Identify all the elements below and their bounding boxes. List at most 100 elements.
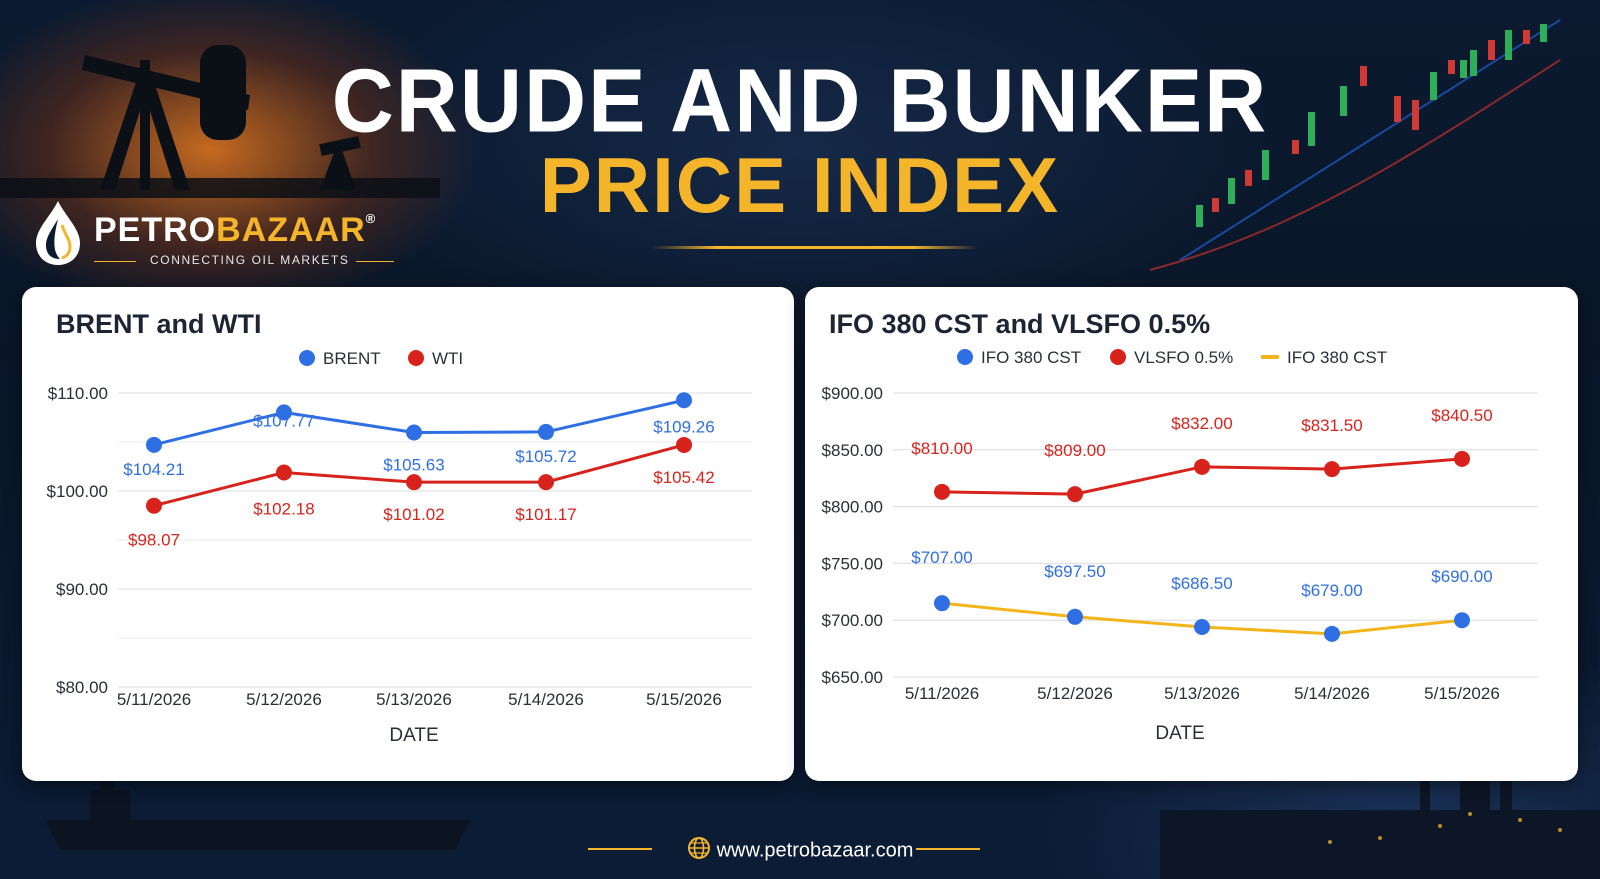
data-point	[1454, 450, 1470, 467]
x-tick-label: 5/11/2026	[905, 684, 979, 703]
registered-mark: ®	[365, 211, 377, 226]
legend-label: VLSFO 0.5%	[1134, 348, 1233, 367]
legend-label: WTI	[432, 349, 463, 368]
tagline-rule-right	[356, 261, 394, 262]
legend-swatch	[299, 350, 315, 366]
y-tick-label: $650.00	[822, 668, 883, 687]
x-tick-label: 5/14/2026	[1294, 684, 1370, 703]
data-label: $107.77	[253, 411, 314, 430]
data-label: $810.00	[911, 439, 972, 458]
y-tick-label: $850.00	[822, 441, 883, 460]
x-tick-label: 5/12/2026	[246, 690, 322, 709]
brent-wti-chart: $80.00 $90.00 $100.00 $110.00 5/11/2026 5/12/…	[47, 349, 752, 746]
legend-label: IFO 380 CST	[981, 348, 1081, 367]
data-point	[1324, 625, 1340, 642]
legend-swatch	[957, 349, 973, 365]
footer-rule-right	[916, 848, 980, 850]
legend-label: IFO 380 CST	[1287, 348, 1387, 367]
y-tick-label: $800.00	[822, 498, 883, 517]
data-label: $104.21	[123, 460, 184, 479]
brand-name: PETROBAZAAR®	[94, 211, 376, 250]
data-point	[934, 483, 950, 500]
data-point	[276, 404, 292, 421]
x-tick-label: 5/11/2026	[117, 690, 191, 709]
data-point	[1454, 612, 1470, 629]
data-point	[676, 392, 692, 409]
legend-swatch	[1110, 349, 1126, 365]
chart-title: IFO 380 CST and VLSFO 0.5%	[829, 309, 1211, 339]
tagline-rule-left	[94, 261, 136, 262]
brand-name-bazaar: BAZAAR	[216, 211, 366, 249]
data-label: $831.50	[1301, 416, 1362, 435]
data-label: $686.50	[1171, 574, 1232, 593]
data-point	[276, 464, 292, 481]
y-tick-label: $90.00	[56, 580, 108, 599]
data-label: $101.02	[383, 505, 444, 524]
legend-label: BRENT	[323, 349, 381, 368]
y-tick-label: $750.00	[822, 554, 883, 573]
candlestick-decoration	[1149, 19, 1561, 271]
tanker-ship-illustration	[45, 772, 470, 850]
y-tick-label: $110.00	[48, 384, 108, 403]
x-axis-label: DATE	[1155, 723, 1204, 744]
data-point	[1324, 461, 1340, 478]
brand-tagline: CONNECTING OIL MARKETS	[150, 253, 350, 267]
data-label: $809.00	[1044, 441, 1105, 460]
y-tick-label: $700.00	[822, 611, 883, 630]
data-label: $832.00	[1171, 414, 1232, 433]
data-label: $105.42	[653, 468, 714, 487]
bunker-chart: $650.00 $700.00 $750.00 $800.00 $850.00 $900.…	[822, 348, 1538, 744]
brand-name-petro: PETRO	[94, 211, 217, 249]
data-point	[538, 423, 554, 440]
x-axis-label: DATE	[389, 725, 438, 746]
data-label: $101.17	[515, 505, 576, 524]
x-tick-label: 5/14/2026	[508, 690, 584, 709]
oil-drop-icon	[36, 201, 80, 265]
data-point	[1067, 486, 1083, 503]
brent-wti-chart-card: BRENT and WTI $80.00 $90.00 $100.00 $110.00…	[22, 287, 794, 781]
data-label: $105.63	[383, 455, 444, 474]
series-line	[153, 443, 685, 508]
data-label: $105.72	[515, 447, 576, 466]
title-underline	[652, 246, 978, 249]
bunker-chart-card: IFO 380 CST and VLSFO 0.5% $650.00 $700.0…	[805, 287, 1578, 781]
x-tick-label: 5/13/2026	[1164, 684, 1240, 703]
data-point	[406, 424, 422, 441]
y-tick-label: $80.00	[56, 678, 108, 697]
x-tick-label: 5/12/2026	[1037, 684, 1113, 703]
petrobazaar-logo: PETROBAZAAR® CONNECTING OIL MARKETS	[30, 197, 450, 277]
data-label: $679.00	[1301, 581, 1362, 600]
data-point	[146, 436, 162, 453]
x-tick-label: 5/15/2026	[646, 690, 722, 709]
data-point	[934, 595, 950, 612]
page-title: CRUDE AND BUNKER	[331, 50, 1269, 152]
globe-icon	[687, 836, 711, 866]
data-label: $697.50	[1044, 562, 1105, 581]
chart-title: BRENT and WTI	[56, 309, 262, 339]
data-point	[146, 497, 162, 514]
y-tick-label: $100.00	[47, 482, 108, 501]
data-label: $707.00	[911, 548, 972, 567]
data-point	[676, 436, 692, 453]
refinery-lights	[1328, 812, 1562, 844]
data-label: $102.18	[253, 499, 314, 518]
data-point	[1194, 619, 1210, 636]
website-link[interactable]: www.petrobazaar.com	[716, 839, 914, 862]
footer-rule-left	[588, 848, 652, 850]
footer: www.petrobazaar.com	[0, 836, 1600, 866]
x-tick-label: 5/13/2026	[376, 690, 452, 709]
legend-swatch	[408, 350, 424, 366]
y-tick-label: $900.00	[822, 384, 883, 403]
data-point	[538, 474, 554, 491]
data-label: $690.00	[1431, 567, 1492, 586]
data-label: $840.50	[1431, 406, 1492, 425]
data-point	[406, 474, 422, 491]
data-point	[1067, 608, 1083, 625]
pumpjack-illustration	[0, 45, 440, 198]
page-subtitle: PRICE INDEX	[539, 141, 1061, 229]
legend-swatch	[1261, 355, 1279, 359]
data-label: $109.26	[653, 417, 714, 436]
data-label: $98.07	[128, 531, 180, 550]
data-point	[1194, 458, 1210, 475]
